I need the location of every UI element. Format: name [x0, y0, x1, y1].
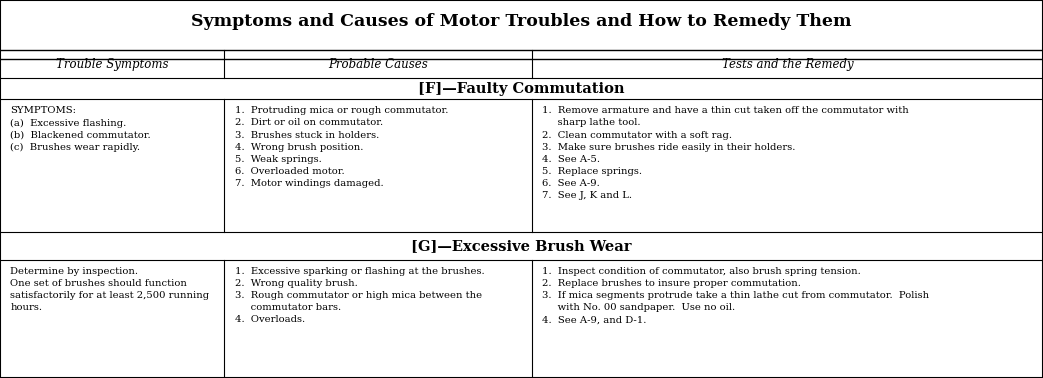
Text: 1.  Protruding mica or rough commutator.
2.  Dirt or oil on commutator.
3.  Brus: 1. Protruding mica or rough commutator. … — [235, 106, 448, 188]
Text: SYMPTOMS:
(a)  Excessive flashing.
(b)  Blackened commutator.
(c)  Brushes wear : SYMPTOMS: (a) Excessive flashing. (b) Bl… — [10, 106, 151, 152]
Text: [G]—Excessive Brush Wear: [G]—Excessive Brush Wear — [411, 239, 632, 253]
Text: 1.  Inspect condition of commutator, also brush spring tension.
2.  Replace brus: 1. Inspect condition of commutator, also… — [542, 267, 929, 324]
Text: Probable Causes: Probable Causes — [329, 57, 428, 71]
Text: 1.  Excessive sparking or flashing at the brushes.
2.  Wrong quality brush.
3.  : 1. Excessive sparking or flashing at the… — [235, 267, 484, 324]
Text: Symptoms and Causes of Motor Troubles and How to Remedy Them: Symptoms and Causes of Motor Troubles an… — [191, 13, 852, 29]
Text: Tests and the Remedy: Tests and the Remedy — [722, 57, 853, 71]
Text: 1.  Remove armature and have a thin cut taken off the commutator with
     sharp: 1. Remove armature and have a thin cut t… — [542, 106, 909, 200]
Text: Trouble Symptoms: Trouble Symptoms — [56, 57, 168, 71]
Text: Determine by inspection.
One set of brushes should function
satisfactorily for a: Determine by inspection. One set of brus… — [10, 267, 210, 312]
Text: [F]—Faulty Commutation: [F]—Faulty Commutation — [418, 82, 625, 96]
